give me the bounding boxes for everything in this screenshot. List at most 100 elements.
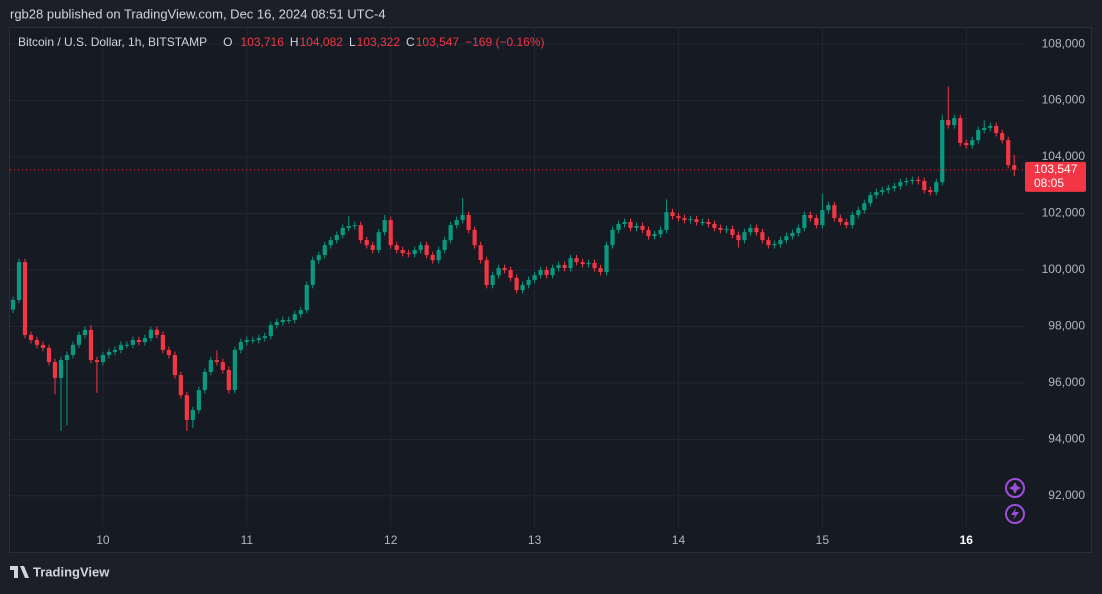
candle-body: [250, 340, 255, 342]
candle-body: [334, 234, 339, 241]
y-tick-label: 96,000: [1048, 375, 1085, 389]
y-tick-label: 102,000: [1042, 206, 1086, 220]
candle-body: [778, 240, 783, 245]
candle-body: [610, 229, 615, 246]
candle-body: [958, 118, 963, 143]
side-icons: [1005, 478, 1025, 524]
candle-body: [652, 234, 657, 237]
candle-body: [286, 320, 291, 322]
candle-body: [754, 227, 759, 233]
price-tag: [1025, 161, 1086, 192]
candle-body: [280, 320, 285, 322]
candle-body: [988, 125, 993, 128]
icon-glyph: [1011, 508, 1019, 520]
logo-mark: [10, 566, 29, 578]
candle-body: [1000, 133, 1005, 141]
candle-body: [406, 253, 411, 255]
candle-body: [856, 210, 861, 215]
candle-body: [52, 362, 58, 378]
candle-body: [718, 227, 723, 230]
candle-body: [10, 299, 16, 310]
candle-body: [172, 355, 177, 376]
candle-body: [508, 270, 513, 278]
candle-body: [862, 203, 867, 211]
candle-body: [802, 214, 807, 228]
candle-body: [130, 340, 136, 345]
candle-body: [598, 268, 603, 272]
candle-body: [790, 233, 795, 237]
candle-body: [994, 125, 999, 134]
candle-body: [574, 258, 579, 263]
candle-body: [178, 375, 183, 396]
candle-body: [298, 310, 303, 315]
price-tag-price: 103,547: [1034, 162, 1078, 176]
y-tick-label: 108,000: [1042, 36, 1086, 50]
candle-body: [1012, 165, 1017, 170]
candle-body: [946, 120, 951, 126]
candle-body: [436, 249, 441, 261]
candle-body: [112, 349, 118, 352]
candle-body: [16, 262, 22, 300]
candle-body: [394, 245, 399, 250]
candle-body: [850, 214, 855, 226]
icon[interactable]: [1005, 504, 1025, 524]
candle-body: [454, 220, 459, 226]
candle-body: [922, 181, 927, 191]
candle-body: [814, 218, 819, 226]
candle-body: [46, 347, 52, 363]
candle-body: [340, 227, 345, 235]
legend-o-label: O: [223, 35, 232, 49]
candle-body: [784, 236, 789, 241]
candle-body: [496, 268, 501, 276]
candle-body: [844, 222, 849, 226]
candle-body: [208, 360, 213, 372]
candle-body: [430, 255, 435, 261]
footer-logo: TradingView: [10, 564, 110, 579]
candle-body: [880, 190, 885, 193]
candle-body: [88, 329, 94, 361]
candle-body: [124, 344, 130, 346]
candle-body: [670, 212, 675, 217]
x-tick-label: 10: [96, 533, 110, 547]
candle-body: [916, 179, 921, 182]
candle-body: [274, 321, 279, 326]
candle-body: [532, 275, 537, 280]
candle-body: [100, 355, 106, 363]
icon-glyph: [1009, 482, 1021, 494]
labels: 92,000 94,000 96,000 98,000 100,000 102,000 10…: [96, 36, 1086, 547]
y-tick-label: 92,000: [1048, 488, 1085, 502]
candle-body: [982, 127, 987, 130]
x-tick-label: 11: [241, 533, 254, 547]
candle-body: [154, 329, 159, 335]
legend-o: 103,716: [241, 35, 285, 49]
icon[interactable]: [1005, 478, 1025, 498]
candle-body: [928, 190, 933, 193]
candle-body: [370, 245, 375, 250]
candle-body: [352, 225, 357, 227]
candle-body: [544, 270, 549, 276]
candle-body: [346, 225, 351, 228]
candle-body: [634, 225, 639, 228]
candle-body: [712, 223, 717, 228]
candle-body: [952, 118, 957, 126]
candle-body: [226, 369, 231, 391]
candle-body: [556, 264, 561, 269]
candle-body: [28, 334, 34, 341]
candle-body: [484, 260, 489, 285]
legend-l-label: L: [349, 35, 356, 49]
candle-body: [964, 142, 969, 146]
candle-body: [796, 227, 801, 234]
candle-body: [310, 260, 315, 285]
candle-body: [550, 268, 555, 276]
candle-body: [328, 240, 333, 246]
candle-body: [292, 314, 297, 321]
candle-body: [724, 229, 729, 231]
y-tick-label: 100,000: [1042, 262, 1086, 276]
candle-body: [478, 245, 483, 261]
candle-body: [460, 214, 465, 221]
candle-body: [658, 229, 663, 235]
candle-body: [694, 219, 699, 223]
candle-body: [58, 360, 64, 378]
candle-body: [526, 279, 531, 285]
